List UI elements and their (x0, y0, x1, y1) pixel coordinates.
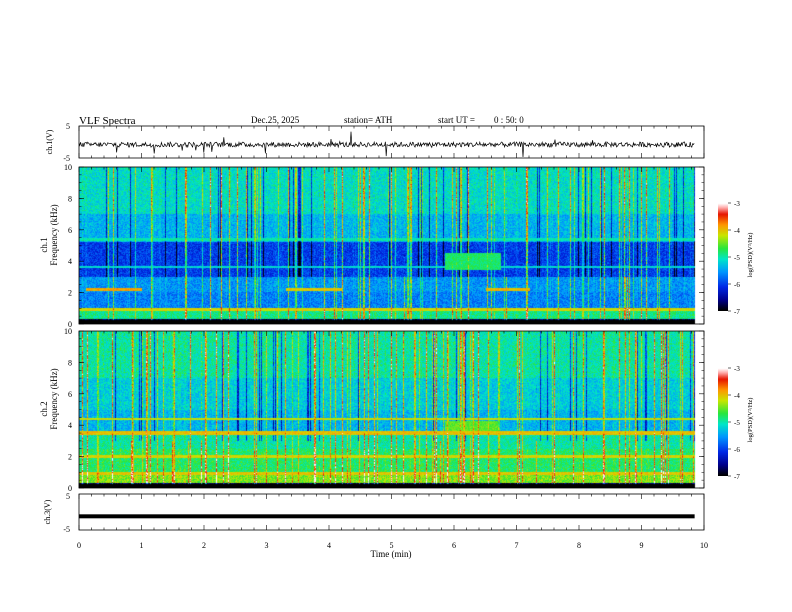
ch2-spectrogram-canvas-wrap (79, 331, 704, 488)
y-tick-label-8: 8 (68, 194, 72, 203)
ch1-colorbar-gradient (718, 203, 728, 311)
ch1-spec-ylabel-channel: ch.1 (39, 237, 49, 252)
ch1-spectrogram-image (79, 167, 704, 324)
x-tick-label-9: 9 (640, 541, 644, 550)
colorbar-tick-label--7: -7 (734, 308, 740, 316)
y-tick-label-0: 0 (68, 320, 72, 329)
colorbar-tick-label--7: -7 (734, 473, 740, 481)
station-label: station= ATH (344, 115, 393, 125)
colorbar-tick-label--3: -3 (734, 200, 740, 208)
colorbar-tick-label--6: -6 (734, 281, 740, 289)
ch1-colorbar-wrap (718, 203, 728, 311)
ch2-spectrogram-panel: 0 2 4 6 8 10 ch.2 Frequency (kHz) (39, 327, 705, 493)
y-tick-label-6: 6 (68, 226, 72, 235)
ch2-spec-ylabel-frequency: Frequency (kHz) (49, 368, 59, 429)
x-tick-label-8: 8 (577, 541, 581, 550)
ch2-colorbar-label: log(PSD)(V²/Hz) (747, 398, 754, 443)
x-tick-label-4: 4 (327, 541, 331, 550)
ch1-ytick-neg5: -5 (63, 154, 70, 163)
ch1-spectrogram-canvas-wrap (79, 167, 704, 324)
y-tick-label-8: 8 (68, 358, 72, 367)
y-tick-label-4: 4 (68, 421, 72, 430)
colorbar-tick-label--6: -6 (734, 446, 740, 454)
y-tick-label-10: 10 (64, 327, 72, 336)
x-tick-label-1: 1 (140, 541, 144, 550)
date-label: Dec.25, 2025 (251, 115, 300, 125)
x-tick-label-2: 2 (202, 541, 206, 550)
start-ut-label: start UT = (438, 115, 475, 125)
ch3-ytick-neg5: -5 (63, 525, 70, 534)
ch1-ytick-5: 5 (66, 122, 70, 131)
x-tick-label-3: 3 (265, 541, 269, 550)
x-tick-label-5: 5 (390, 541, 394, 550)
ch2-spectrogram-image (79, 331, 704, 488)
ch3-waveform-frame (78, 493, 705, 531)
x-axis-label: Time (min) (371, 549, 412, 559)
ch2-colorbar: -3 -4 -5 -6 -7 log(PSD)(V²/Hz) (718, 365, 754, 481)
figure-title: VLF Spectra (79, 115, 136, 127)
ch1-spectrogram-panel: 0 2 4 6 8 10 ch.1 Frequency (kHz) (39, 163, 705, 329)
y-tick-label-2: 2 (68, 453, 72, 462)
ch2-colorbar-gradient (718, 368, 728, 476)
ch1-spec-ylabel-frequency: Frequency (kHz) (49, 204, 59, 265)
colorbar-tick-label--3: -3 (734, 365, 740, 373)
ch2-colorbar-wrap (718, 368, 728, 476)
ch1-waveform-ylabel: ch.1(V) (45, 129, 54, 154)
ch1-waveform-panel: 5 -5 ch.1(V) (45, 122, 705, 163)
ch2-spec-ylabel-channel: ch.2 (39, 401, 49, 416)
ch3-waveform-trace (79, 514, 695, 519)
start-time-value: 0 : 50: 0 (494, 115, 524, 125)
y-tick-label-10: 10 (64, 163, 72, 172)
y-tick-label-4: 4 (68, 257, 72, 266)
colorbar-tick-label--5: -5 (734, 254, 740, 262)
ch1-colorbar: -3 -4 -5 -6 -7 log(PSD)(V²/Hz) (718, 200, 754, 316)
colorbar-tick-label--4: -4 (734, 392, 740, 400)
colorbar-tick-label--4: -4 (734, 227, 740, 235)
ch1-colorbar-label: log(PSD)(V²/Hz) (747, 233, 754, 278)
x-tick-label-7: 7 (515, 541, 519, 550)
ch3-waveform-panel: 5 -5 ch.3(V) (43, 492, 705, 534)
x-tick-label-0: 0 (77, 541, 81, 550)
ch1-waveform-trace (78, 131, 695, 158)
ch3-waveform-ylabel: ch.3(V) (43, 499, 52, 524)
x-tick-label-10: 10 (700, 541, 708, 550)
y-tick-label-6: 6 (68, 390, 72, 399)
x-tick-label-6: 6 (452, 541, 456, 550)
y-tick-label-2: 2 (68, 289, 72, 298)
ch3-ytick-5: 5 (66, 492, 70, 501)
y-tick-label-0: 0 (68, 484, 72, 493)
colorbar-tick-label--5: -5 (734, 419, 740, 427)
